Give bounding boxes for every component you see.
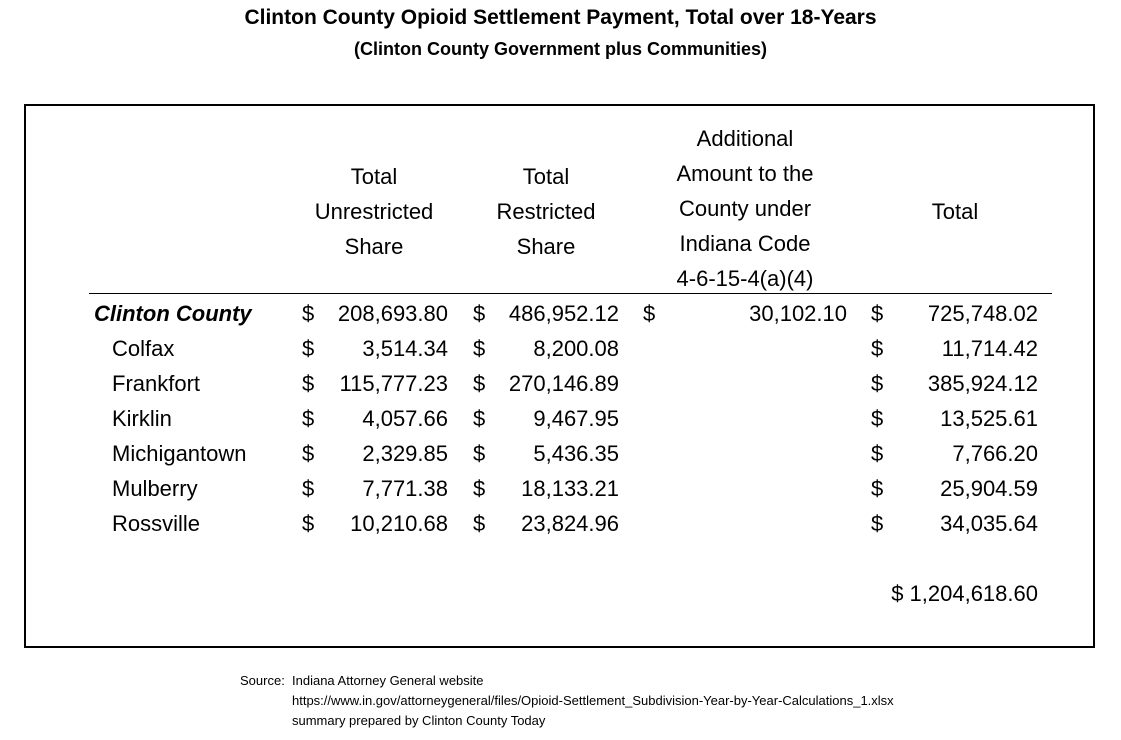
- unrestricted-amount: 7,771.38: [362, 476, 448, 501]
- currency-symbol: $: [871, 406, 884, 431]
- unrestricted-amount: 3,514.34: [362, 336, 448, 361]
- total-amount: 34,035.64: [940, 511, 1038, 536]
- settlement-table-frame: [24, 104, 1095, 648]
- restricted-amount: 9,467.95: [533, 406, 619, 431]
- source-line-3: summary prepared by Clinton County Today: [292, 713, 546, 728]
- restricted-amount: 23,824.96: [521, 511, 619, 536]
- unrestricted-amount: 2,329.85: [362, 441, 448, 466]
- total-amount: 25,904.59: [940, 476, 1038, 501]
- unrestricted-amount: 208,693.80: [337, 301, 448, 326]
- header-unrestricted: Total Unrestricted Share: [314, 164, 434, 259]
- total-amount: 385,924.12: [927, 371, 1038, 396]
- restricted-amount: 270,146.89: [508, 371, 619, 396]
- currency-symbol: $: [871, 441, 884, 466]
- page-title: Clinton County Opioid Settlement Payment…: [244, 6, 877, 29]
- currency-symbol: $: [473, 406, 486, 431]
- row-name: Rossville: [112, 511, 201, 536]
- currency-symbol: $: [302, 511, 315, 536]
- source-label: Source:: [240, 673, 285, 688]
- unrestricted-amount: 4,057.66: [362, 406, 448, 431]
- row-name: Colfax: [112, 336, 175, 361]
- currency-symbol: $: [871, 476, 884, 501]
- page-subtitle: (Clinton County Government plus Communit…: [354, 39, 767, 59]
- source-line-1: Indiana Attorney General website: [292, 673, 484, 688]
- currency-symbol: $: [302, 371, 315, 396]
- currency-symbol: $: [473, 371, 486, 396]
- source-line-2: https://www.in.gov/attorneygeneral/files…: [292, 693, 894, 708]
- header-additional: Additional Amount to the County under In…: [676, 126, 814, 291]
- restricted-amount: 8,200.08: [533, 336, 619, 361]
- currency-symbol: $: [302, 441, 315, 466]
- row-name: Mulberry: [112, 476, 198, 501]
- restricted-amount: 18,133.21: [521, 476, 619, 501]
- total-amount: 13,525.61: [940, 406, 1038, 431]
- total-amount: 725,748.02: [927, 301, 1038, 326]
- currency-symbol: $: [473, 301, 486, 326]
- currency-symbol: $: [473, 336, 486, 361]
- currency-symbol: $: [643, 301, 656, 326]
- additional-amount: 30,102.10: [749, 301, 847, 326]
- currency-symbol: $: [871, 371, 884, 396]
- currency-symbol: $: [302, 406, 315, 431]
- restricted-amount: 486,952.12: [508, 301, 619, 326]
- currency-symbol: $: [302, 301, 315, 326]
- currency-symbol: $: [302, 336, 315, 361]
- unrestricted-amount: 10,210.68: [350, 511, 448, 536]
- header-restricted: Total Restricted Share: [496, 164, 596, 259]
- row-name: Michigantown: [112, 441, 247, 466]
- total-amount: 11,714.42: [941, 336, 1038, 361]
- grand-total: $ 1,204,618.60: [891, 581, 1038, 606]
- currency-symbol: $: [473, 476, 486, 501]
- currency-symbol: $: [871, 511, 884, 536]
- unrestricted-amount: 115,777.23: [339, 371, 448, 396]
- row-name: Clinton County: [94, 301, 252, 326]
- currency-symbol: $: [302, 476, 315, 501]
- restricted-amount: 5,436.35: [533, 441, 619, 466]
- total-amount: 7,766.20: [952, 441, 1038, 466]
- currency-symbol: $: [871, 301, 884, 326]
- header-divider: [89, 293, 1052, 294]
- currency-symbol: $: [871, 336, 884, 361]
- currency-symbol: $: [473, 441, 486, 466]
- row-name: Kirklin: [112, 406, 172, 431]
- currency-symbol: $: [473, 511, 486, 536]
- row-name: Frankfort: [112, 371, 201, 396]
- header-total: Total: [931, 199, 979, 224]
